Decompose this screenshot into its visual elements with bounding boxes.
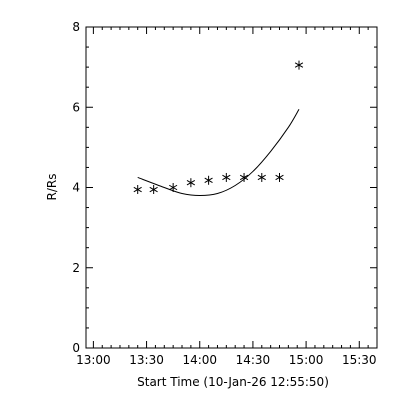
y-tick-label: 4: [72, 181, 80, 195]
data-point: [222, 172, 231, 182]
data-point: [294, 60, 304, 70]
data-point: [149, 185, 158, 195]
data-point: [204, 175, 213, 185]
data-point: [186, 178, 196, 188]
data-point: [257, 172, 266, 182]
data-point: [239, 172, 249, 182]
data-points: [133, 60, 304, 195]
x-tick-label: 14:30: [236, 353, 271, 367]
y-axis-label: R/Rs: [45, 174, 59, 201]
data-point: [133, 185, 142, 195]
x-tick-label: 13:00: [76, 353, 111, 367]
y-tick-label: 2: [72, 261, 80, 275]
data-point: [169, 183, 178, 192]
x-tick-label: 15:00: [289, 353, 324, 367]
x-tick-label: 15:30: [342, 353, 377, 367]
y-tick-label: 8: [72, 20, 80, 34]
x-axis-label: Start Time (10-Jan-26 12:55:50): [137, 375, 329, 389]
fit-curve: [137, 109, 300, 197]
axis-ticks: [86, 26, 378, 349]
y-tick-label: 6: [72, 100, 80, 114]
data-point: [275, 172, 284, 182]
tick-labels: 13:00 13:30 14:00 14:30 15:00 15:30 0 2 4 6 8: [72, 20, 376, 367]
x-tick-label: 14:00: [182, 353, 217, 367]
y-tick-label: 0: [72, 341, 80, 355]
x-tick-label: 13:30: [129, 353, 164, 367]
